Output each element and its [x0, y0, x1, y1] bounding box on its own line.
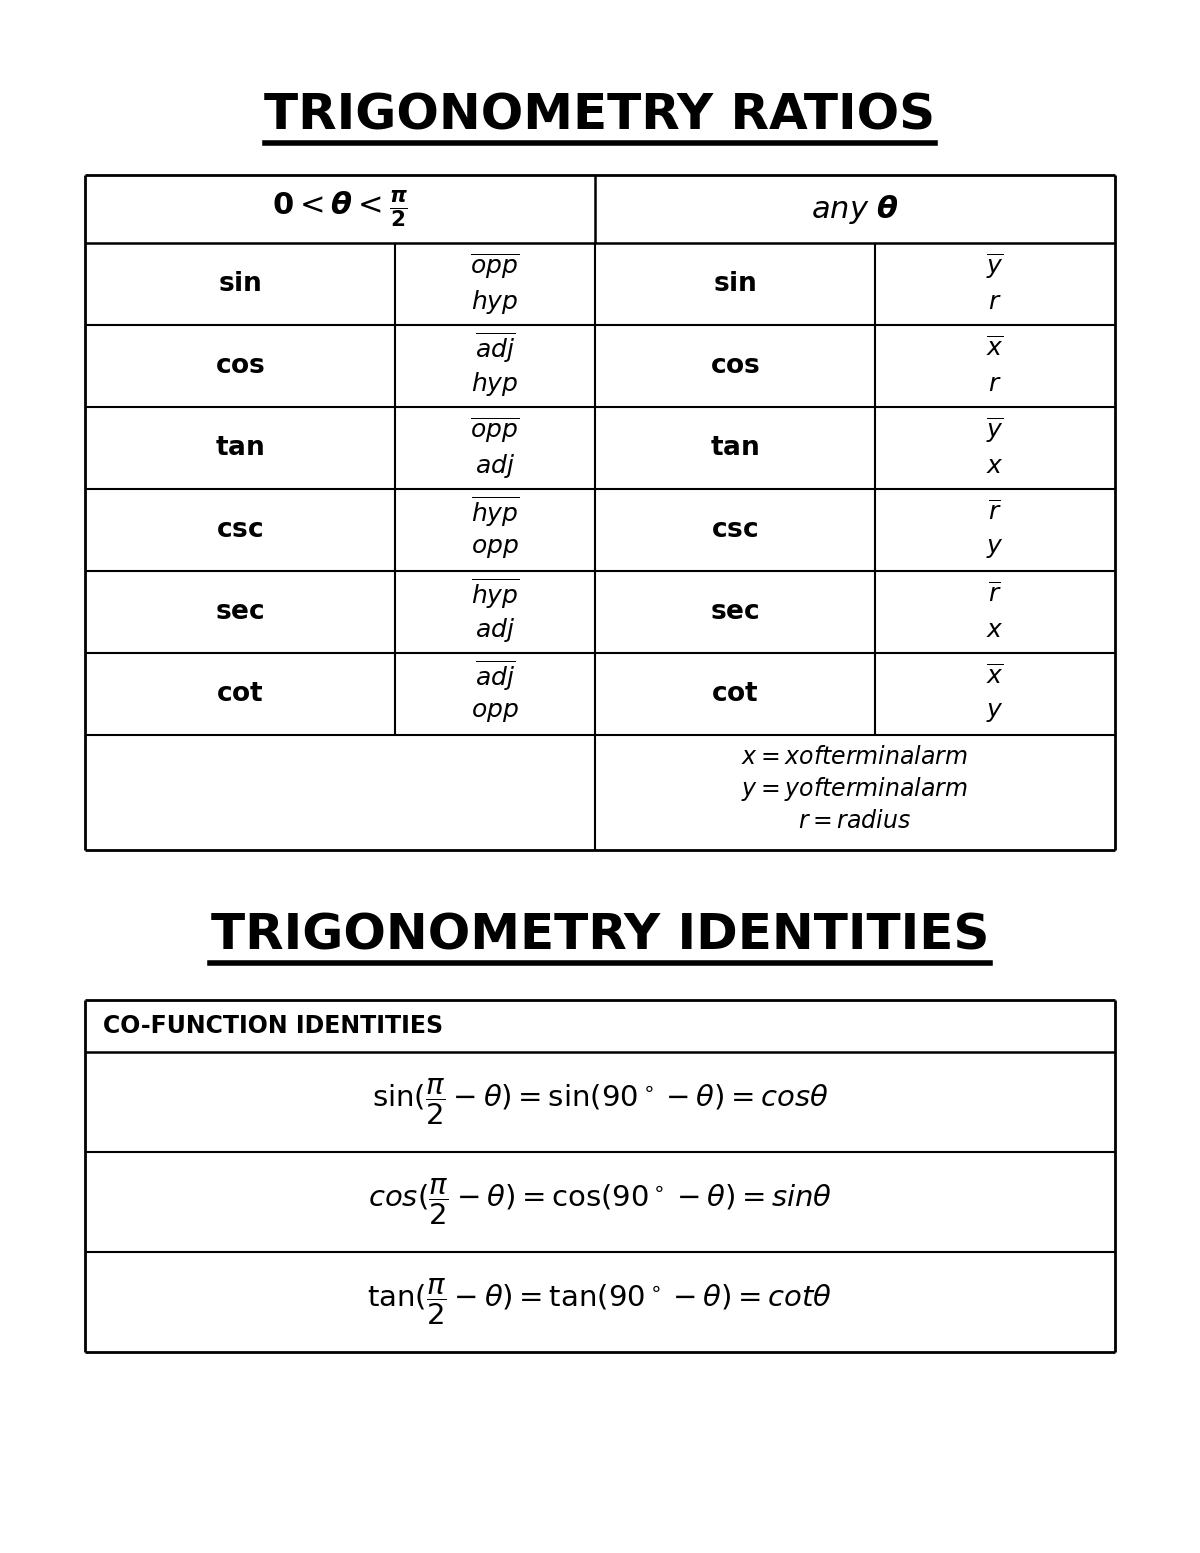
- Text: $\overline{\mathit{adj}}$: $\overline{\mathit{adj}}$: [475, 658, 515, 694]
- Text: $\mathit{cos}(\dfrac{\pi}{2} - \theta) = \cos(90^\circ - \theta) = \mathit{sin\t: $\mathit{cos}(\dfrac{\pi}{2} - \theta) =…: [368, 1177, 832, 1227]
- Text: $\mathbf{cos }$: $\mathbf{cos }$: [215, 353, 265, 379]
- Text: $\mathit{y } = \mathit{ y of terminal arm}$: $\mathit{y } = \mathit{ y of terminal ar…: [742, 775, 968, 803]
- Text: $\mathbf{csc }$: $\mathbf{csc }$: [712, 517, 758, 544]
- Text: $\mathit{opp}$: $\mathit{opp}$: [472, 700, 518, 724]
- Text: $\mathbf{sec }$: $\mathbf{sec }$: [215, 599, 265, 624]
- Text: $\mathit{any}\ \boldsymbol{\theta}$: $\mathit{any}\ \boldsymbol{\theta}$: [811, 193, 899, 225]
- Text: $\mathit{y}$: $\mathit{y}$: [986, 536, 1004, 561]
- Text: $\overline{\mathit{x}}$: $\overline{\mathit{x}}$: [986, 663, 1004, 688]
- Text: $\mathit{adj}$: $\mathit{adj}$: [475, 452, 515, 480]
- Text: TRIGONOMETRY RATIOS: TRIGONOMETRY RATIOS: [264, 92, 936, 140]
- Text: $\overline{\mathit{r}}$: $\overline{\mathit{r}}$: [989, 581, 1002, 607]
- Text: $\mathit{y}$: $\mathit{y}$: [986, 700, 1004, 724]
- Text: $\overline{\mathit{y}}$: $\overline{\mathit{y}}$: [986, 415, 1004, 446]
- Text: $\mathit{x}$: $\mathit{x}$: [986, 453, 1004, 478]
- Text: $\mathit{r}$: $\mathit{r}$: [989, 290, 1002, 314]
- Text: $\mathit{r } = \mathit{ radius}$: $\mathit{r } = \mathit{ radius}$: [798, 809, 912, 832]
- Text: $\overline{\mathit{opp}}$: $\overline{\mathit{opp}}$: [470, 415, 520, 446]
- Text: $\overline{\mathit{x}}$: $\overline{\mathit{x}}$: [986, 335, 1004, 360]
- Text: $\mathit{hyp}$: $\mathit{hyp}$: [472, 287, 518, 315]
- Text: $\overline{\mathit{hyp}}$: $\overline{\mathit{hyp}}$: [470, 576, 520, 612]
- Text: $\mathbf{csc }$: $\mathbf{csc }$: [216, 517, 264, 544]
- Text: $\overline{\mathit{adj}}$: $\overline{\mathit{adj}}$: [475, 331, 515, 365]
- Text: $\mathbf{sin }$: $\mathbf{sin }$: [713, 272, 757, 297]
- Text: $\mathit{opp}$: $\mathit{opp}$: [472, 536, 518, 561]
- Text: CO-FUNCTION IDENTITIES: CO-FUNCTION IDENTITIES: [103, 1014, 443, 1037]
- Text: $\mathbf{sin }$: $\mathbf{sin }$: [218, 272, 262, 297]
- Text: $\overline{\mathit{opp}}$: $\overline{\mathit{opp}}$: [470, 252, 520, 281]
- Text: $\mathbf{cot }$: $\mathbf{cot }$: [216, 682, 264, 707]
- Text: $\mathit{r}$: $\mathit{r}$: [989, 373, 1002, 396]
- Text: $\mathbf{tan }$: $\mathbf{tan }$: [710, 435, 760, 461]
- Text: $\mathbf{sec }$: $\mathbf{sec }$: [710, 599, 760, 624]
- Text: $\tan(\dfrac{\pi}{2} - \theta) = \tan(90^\circ - \theta) = \mathit{cot\theta}$: $\tan(\dfrac{\pi}{2} - \theta) = \tan(90…: [367, 1277, 833, 1328]
- Text: $\mathit{hyp}$: $\mathit{hyp}$: [472, 370, 518, 398]
- Text: TRIGONOMETRY IDENTITIES: TRIGONOMETRY IDENTITIES: [211, 912, 989, 960]
- Text: $\mathbf{tan }$: $\mathbf{tan }$: [216, 435, 264, 461]
- Text: $\mathit{adj}$: $\mathit{adj}$: [475, 617, 515, 644]
- Text: $\sin(\dfrac{\pi}{2} - \theta) = \sin(90^\circ - \theta) = \mathit{cos\theta}$: $\sin(\dfrac{\pi}{2} - \theta) = \sin(90…: [372, 1076, 828, 1127]
- Text: $\mathit{x}$: $\mathit{x}$: [986, 618, 1004, 641]
- Text: $\mathit{x } = \mathit{ x of terminal arm}$: $\mathit{x } = \mathit{ x of terminal ar…: [742, 745, 968, 769]
- Text: $\overline{\mathit{r}}$: $\overline{\mathit{r}}$: [989, 500, 1002, 525]
- Text: $\mathbf{cos }$: $\mathbf{cos }$: [710, 353, 760, 379]
- Text: $\overline{\mathit{hyp}}$: $\overline{\mathit{hyp}}$: [470, 494, 520, 530]
- Text: $\mathbf{0} < \boldsymbol{\theta} < \frac{\boldsymbol{\pi}}{\mathbf{2}}$: $\mathbf{0} < \boldsymbol{\theta} < \fra…: [272, 188, 408, 230]
- Text: $\mathbf{cot }$: $\mathbf{cot }$: [712, 682, 758, 707]
- Text: $\overline{\mathit{y}}$: $\overline{\mathit{y}}$: [986, 252, 1004, 281]
